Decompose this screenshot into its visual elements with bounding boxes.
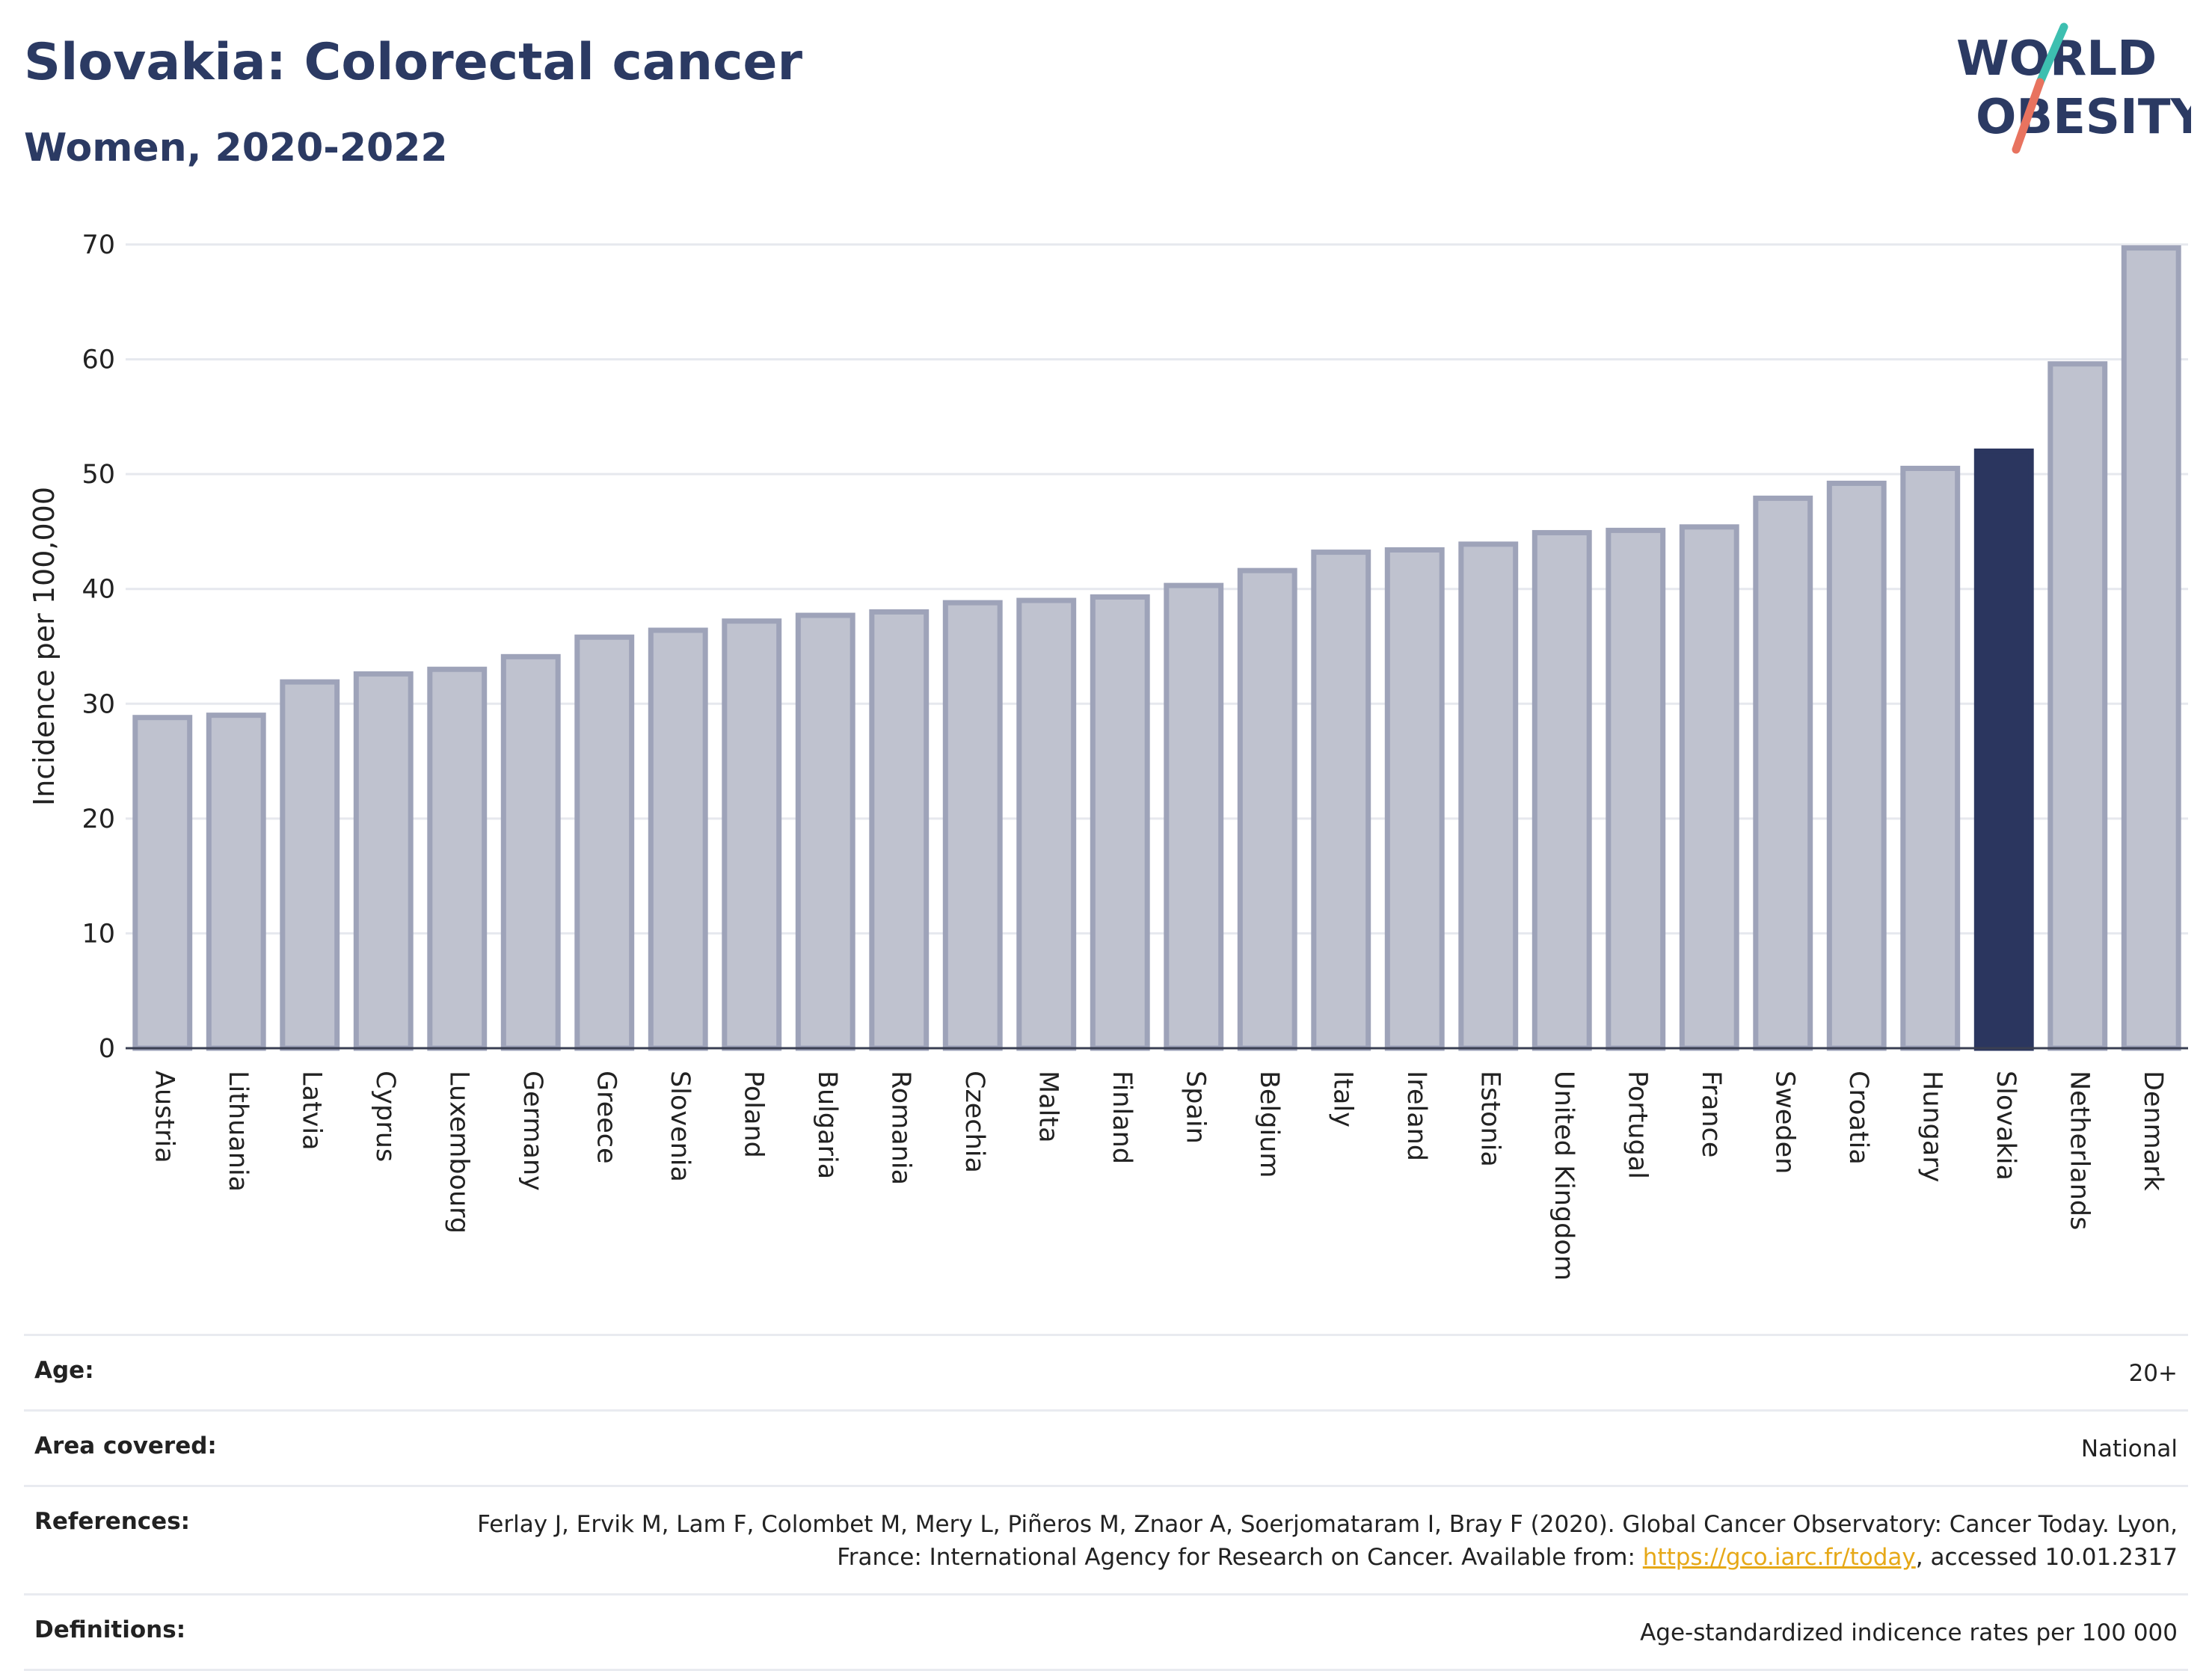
logo-slash-coral — [2012, 78, 2044, 154]
bar-greece — [574, 634, 635, 1051]
info-row-references: References: Ferlay J, Ervik M, Lam F, Co… — [24, 1485, 2188, 1593]
bar-romania — [869, 609, 930, 1051]
bar-finland — [1090, 594, 1150, 1051]
y-axis-label: Incidence per 100,000 — [28, 487, 61, 806]
x-tick-label: Netherlands — [2064, 1071, 2094, 1230]
x-tick-label: Estonia — [1475, 1071, 1505, 1167]
x-tick-label: Germany — [517, 1071, 547, 1191]
x-tick-label: Czechia — [959, 1071, 989, 1173]
info-row-area: Area covered: National — [24, 1409, 2188, 1485]
x-tick-label: Slovakia — [1991, 1071, 2021, 1181]
x-tick-label: Cyprus — [370, 1071, 400, 1162]
y-tick-labels: 0 10 20 30 40 50 60 70 — [82, 230, 115, 1064]
logo-slash-teal — [2036, 22, 2068, 87]
bar-lithuania — [206, 713, 266, 1051]
x-tick-label: Romania — [885, 1071, 915, 1185]
x-tick-label: Malta — [1033, 1071, 1063, 1143]
x-tick-label: Greece — [591, 1071, 621, 1164]
bar-estonia — [1458, 541, 1519, 1051]
y-tick-label: 20 — [82, 804, 115, 834]
bar-ireland — [1384, 547, 1445, 1051]
area-value: National — [2080, 1435, 2178, 1462]
chart-title: Slovakia: Colorectal cancer — [24, 33, 803, 92]
bar-portugal — [1606, 527, 1666, 1051]
bar-sweden — [1753, 495, 1813, 1051]
y-tick-label: 60 — [82, 345, 115, 375]
y-tick-label: 70 — [82, 230, 115, 260]
bar-italy — [1311, 550, 1371, 1051]
bar-malta — [1016, 597, 1077, 1051]
x-tick-label: Denmark — [2138, 1071, 2168, 1192]
bar-austria — [132, 715, 193, 1051]
bar-latvia — [280, 679, 340, 1051]
bar-poland — [722, 618, 782, 1051]
bar-hungary — [1900, 465, 1961, 1051]
bar-france — [1679, 524, 1739, 1051]
bar-slovenia — [648, 627, 708, 1051]
x-tick-label: Hungary — [1917, 1071, 1947, 1182]
bar-belgium — [1237, 567, 1297, 1051]
references-label: References: — [34, 1508, 191, 1535]
bar-germany — [500, 653, 561, 1051]
definitions-label: Definitions: — [34, 1616, 186, 1643]
info-row-definitions: Definitions: Age-standardized indicence … — [24, 1593, 2188, 1671]
y-tick-label: 50 — [82, 460, 115, 490]
definitions-value: Age-standardized indicence rates per 100… — [1640, 1619, 2178, 1646]
area-label: Area covered: — [34, 1432, 217, 1459]
bar-spain — [1164, 582, 1224, 1051]
x-tick-label: Portugal — [1622, 1071, 1652, 1179]
x-tick-label: Italy — [1327, 1071, 1357, 1127]
x-tick-label: Finland — [1107, 1071, 1137, 1164]
x-tick-label: United Kingdom — [1549, 1071, 1579, 1281]
bar-denmark — [2121, 245, 2181, 1051]
x-tick-label: Croatia — [1843, 1071, 1873, 1165]
x-tick-label: Slovenia — [665, 1071, 695, 1182]
bar-chart: 0 10 20 30 40 50 60 70 Austria Lithuania Latvia Cy… — [28, 230, 2188, 1281]
bar-luxembourg — [427, 666, 488, 1051]
bar-bulgaria — [795, 612, 855, 1051]
age-value: 20+ — [2128, 1360, 2178, 1387]
references-link[interactable]: https://gco.iarc.fr/today — [1642, 1544, 1916, 1571]
info-row-age: Age: 20+ — [24, 1334, 2188, 1409]
references-value: Ferlay J, Ervik M, Lam F, Colombet M, Me… — [458, 1508, 2178, 1574]
bar-united-kingdom — [1531, 529, 1592, 1051]
info-table: Age: 20+ Area covered: National Referenc… — [24, 1334, 2188, 1671]
y-tick-label: 0 — [99, 1034, 115, 1064]
chart-subtitle: Women, 2020-2022 — [24, 126, 448, 170]
x-tick-label: Poland — [738, 1071, 768, 1158]
y-tick-label: 30 — [82, 689, 115, 719]
x-tick-label: France — [1696, 1071, 1726, 1157]
x-tick-label: Belgium — [1254, 1071, 1284, 1178]
bar-netherlands — [2047, 361, 2108, 1051]
x-tick-label: Sweden — [1769, 1071, 1799, 1174]
bar-czechia — [942, 600, 1003, 1051]
age-label: Age: — [34, 1357, 94, 1384]
y-tick-label: 40 — [82, 575, 115, 605]
x-tick-label: Lithuania — [223, 1071, 253, 1192]
world-obesity-logo: WORLD OBESITY — [1956, 22, 2191, 154]
bars — [132, 245, 2181, 1051]
x-tick-label: Luxembourg — [443, 1071, 473, 1234]
y-tick-label: 10 — [82, 919, 115, 949]
x-tick-label: Ireland — [1401, 1071, 1431, 1161]
logo-line-obesity: OBESITY — [1976, 90, 2191, 145]
references-accessed: , accessed 10.01.2317 — [1915, 1544, 2178, 1571]
bar-cyprus — [353, 671, 414, 1051]
x-tick-labels: Austria Lithuania Latvia Cyprus Luxembourg Ge… — [149, 1071, 2168, 1281]
x-tick-label: Bulgaria — [812, 1071, 842, 1179]
x-tick-label: Spain — [1180, 1071, 1210, 1144]
references-text: Ferlay J, Ervik M, Lam F, Colombet M, Me… — [477, 1511, 2178, 1571]
x-tick-label: Austria — [149, 1071, 179, 1163]
bar-slovakia — [1973, 448, 2034, 1051]
x-tick-label: Latvia — [296, 1071, 326, 1151]
bar-croatia — [1826, 480, 1887, 1051]
